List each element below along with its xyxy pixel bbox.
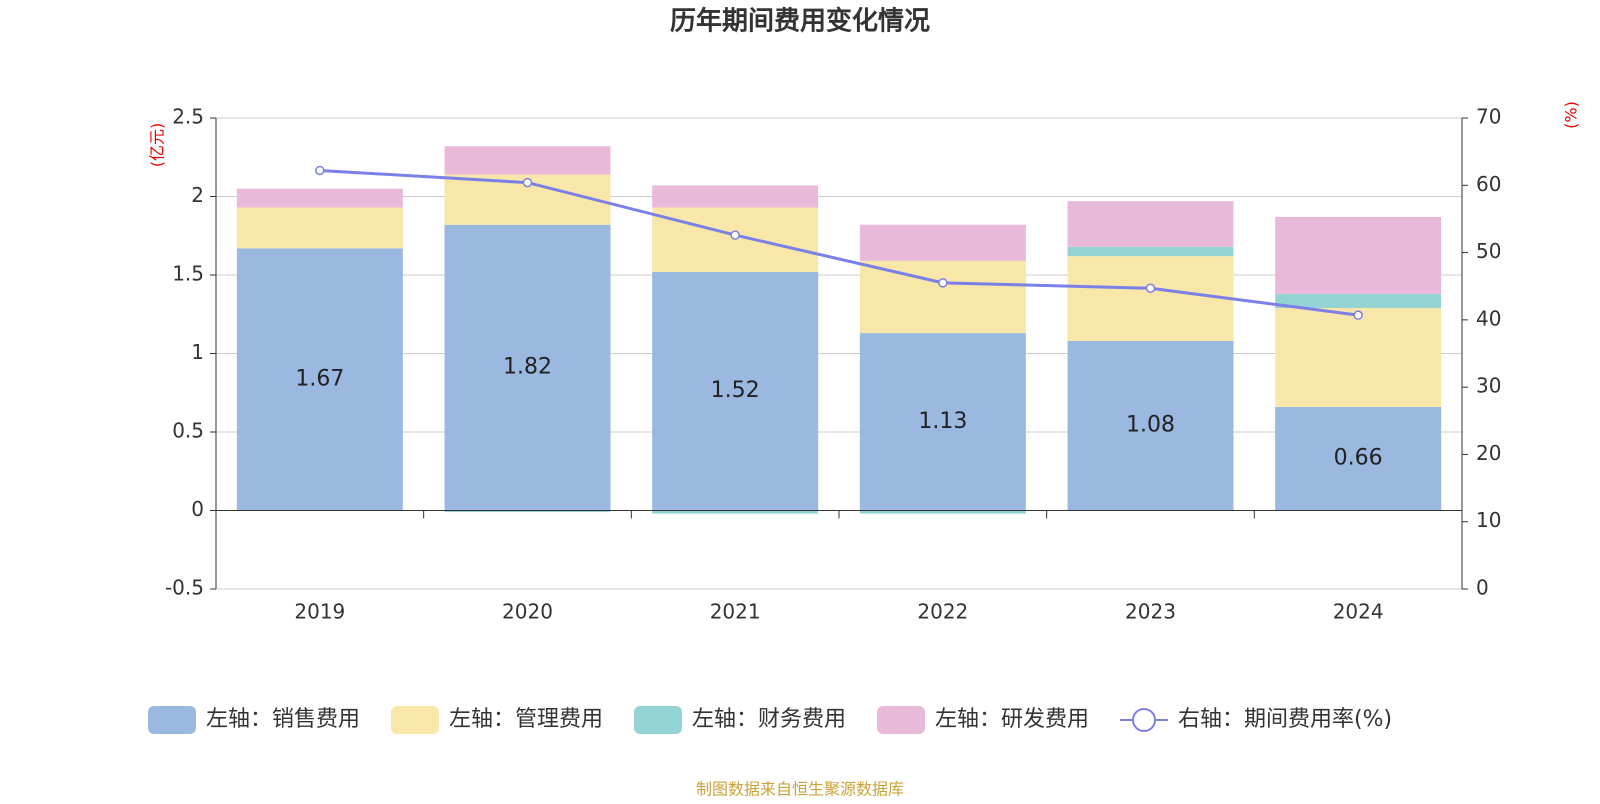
bar [1067, 246, 1234, 257]
bar [444, 224, 611, 511]
x-tick-label: 2021 [710, 600, 761, 624]
legend-label: 左轴：管理费用 [449, 707, 603, 732]
bar [236, 188, 403, 208]
y2-tick-label: 60 [1476, 172, 1501, 196]
y2-tick-label: 40 [1476, 306, 1501, 330]
legend-swatch [634, 706, 682, 734]
bar [1067, 340, 1234, 511]
x-tick-label: 2019 [294, 600, 345, 624]
bar [1067, 201, 1234, 247]
legend-label: 左轴：财务费用 [692, 707, 846, 732]
bar [444, 510, 611, 513]
y-tick-label: 1.5 [172, 262, 204, 286]
source-note: 制图数据来自恒生聚源数据库 [696, 780, 904, 799]
legend-marker [1132, 708, 1156, 732]
y-tick-label: 2 [191, 183, 204, 207]
bar [1275, 216, 1442, 294]
y2-axis-label: (%) [1562, 101, 1581, 129]
line-point [938, 278, 948, 288]
bar [859, 260, 1026, 334]
y2-tick-label: 50 [1476, 239, 1501, 263]
bar [652, 271, 819, 511]
y2-tick-label: 30 [1476, 374, 1501, 398]
line-point [1145, 283, 1156, 293]
bar [1275, 307, 1442, 407]
y2-tick-label: 70 [1476, 105, 1501, 129]
y-tick-label: 2.5 [172, 105, 204, 129]
bar [1275, 406, 1442, 511]
line [319, 168, 1359, 317]
x-tick-label: 2022 [917, 600, 968, 624]
x-tick-label: 2023 [1125, 600, 1176, 624]
legend-swatch [877, 706, 925, 734]
x-tick-label: 2020 [502, 600, 553, 624]
bar [444, 146, 611, 175]
legend-label: 左轴：销售费用 [206, 707, 360, 732]
data-label: 1.13 [918, 409, 967, 434]
x-tick-label: 2024 [1333, 600, 1384, 624]
bar [859, 333, 1026, 511]
data-label: 0.66 [1334, 446, 1383, 471]
data-label: 1.82 [503, 355, 552, 380]
y-tick-label: 0 [191, 497, 204, 521]
legend-swatch [391, 706, 439, 734]
y2-tick-label: 20 [1476, 441, 1501, 465]
chart-title: 历年期间费用变化情况 [670, 6, 930, 37]
y-tick-label: 0.5 [172, 419, 204, 443]
legend-label: 右轴：期间费用率(%) [1178, 707, 1392, 732]
bar [652, 185, 819, 208]
bar [236, 248, 403, 511]
bar [859, 510, 1026, 514]
line-point [522, 177, 533, 188]
bar [859, 224, 1026, 261]
bar [236, 207, 403, 249]
data-label: 1.08 [1126, 413, 1175, 438]
bar [1275, 293, 1442, 308]
data-label: 1.52 [711, 378, 760, 403]
bar [652, 510, 819, 514]
legend-swatch [148, 706, 196, 734]
y-tick-label: 1 [191, 340, 204, 364]
line-point [315, 165, 325, 176]
y2-tick-label: 10 [1476, 508, 1501, 532]
line-point [730, 230, 740, 240]
bar [1067, 256, 1234, 341]
y2-tick-label: 0 [1476, 576, 1489, 600]
y-axis-label: (亿元) [148, 123, 167, 168]
data-label: 1.67 [295, 366, 344, 391]
y-tick-label: -0.5 [165, 576, 204, 600]
line-point [1353, 310, 1363, 320]
legend-label: 左轴：研发费用 [935, 707, 1089, 732]
